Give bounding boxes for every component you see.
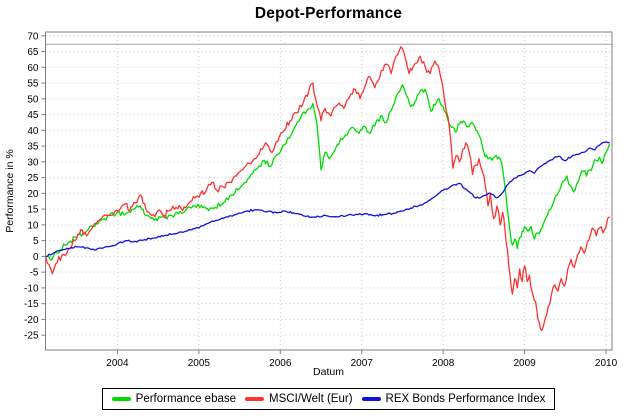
legend-label: Performance ebase: [135, 393, 237, 405]
svg-text:35: 35: [27, 142, 39, 153]
legend-item-msci-welt: MSCI/Welt (Eur): [245, 393, 353, 405]
svg-text:-25: -25: [24, 331, 39, 342]
svg-text:-10: -10: [24, 283, 39, 294]
svg-text:5: 5: [33, 236, 39, 247]
svg-text:45: 45: [27, 110, 39, 121]
legend-label: MSCI/Welt (Eur): [269, 393, 353, 405]
svg-text:2007: 2007: [351, 358, 374, 369]
svg-text:15: 15: [27, 205, 39, 216]
gridlines: [45, 32, 612, 350]
svg-text:40: 40: [27, 126, 39, 137]
svg-text:55: 55: [27, 79, 39, 90]
svg-text:2005: 2005: [188, 358, 211, 369]
legend-item-performance-ebase: Performance ebase: [111, 393, 237, 405]
svg-text:65: 65: [27, 47, 39, 58]
svg-text:0: 0: [33, 252, 39, 263]
chart-title: Depot-Performance: [254, 5, 403, 22]
legend-line-swatch-green-icon: [111, 397, 131, 401]
svg-text:2008: 2008: [432, 358, 455, 369]
y-axis-title: Performance in %: [4, 149, 16, 233]
legend-line-swatch-red-icon: [245, 397, 265, 401]
axis-ticks-and-labels: -25 -20 -15 -10 -5 0 5 10 15 20 25 30 35 40 45 50 55 60 65…: [24, 31, 618, 369]
svg-text:50: 50: [27, 94, 39, 105]
series-lines: [45, 46, 610, 332]
svg-text:30: 30: [27, 157, 39, 168]
series-line-0: [45, 83, 610, 261]
svg-text:60: 60: [27, 63, 39, 74]
svg-text:2006: 2006: [269, 358, 292, 369]
svg-text:2010: 2010: [595, 358, 618, 369]
svg-text:2004: 2004: [106, 358, 129, 369]
legend-label: REX Bonds Performance Index: [385, 393, 546, 405]
plot-border: [45, 31, 613, 351]
x-axis-title: Datum: [313, 366, 344, 378]
svg-text:20: 20: [27, 189, 39, 200]
svg-text:-5: -5: [30, 268, 39, 279]
svg-text:25: 25: [27, 173, 39, 184]
legend-box: Performance ebase MSCI/Welt (Eur) REX Bo…: [101, 388, 556, 410]
svg-text:-20: -20: [24, 315, 39, 326]
svg-text:2009: 2009: [513, 358, 536, 369]
series-line-1: [45, 46, 610, 332]
legend: Performance ebase MSCI/Welt (Eur) REX Bo…: [45, 388, 612, 410]
svg-text:70: 70: [27, 31, 39, 42]
legend-item-rex-bonds: REX Bonds Performance Index: [361, 393, 546, 405]
svg-text:-15: -15: [24, 299, 39, 310]
svg-text:10: 10: [27, 220, 39, 231]
legend-line-swatch-blue-icon: [361, 397, 381, 401]
series-line-2: [45, 141, 610, 258]
